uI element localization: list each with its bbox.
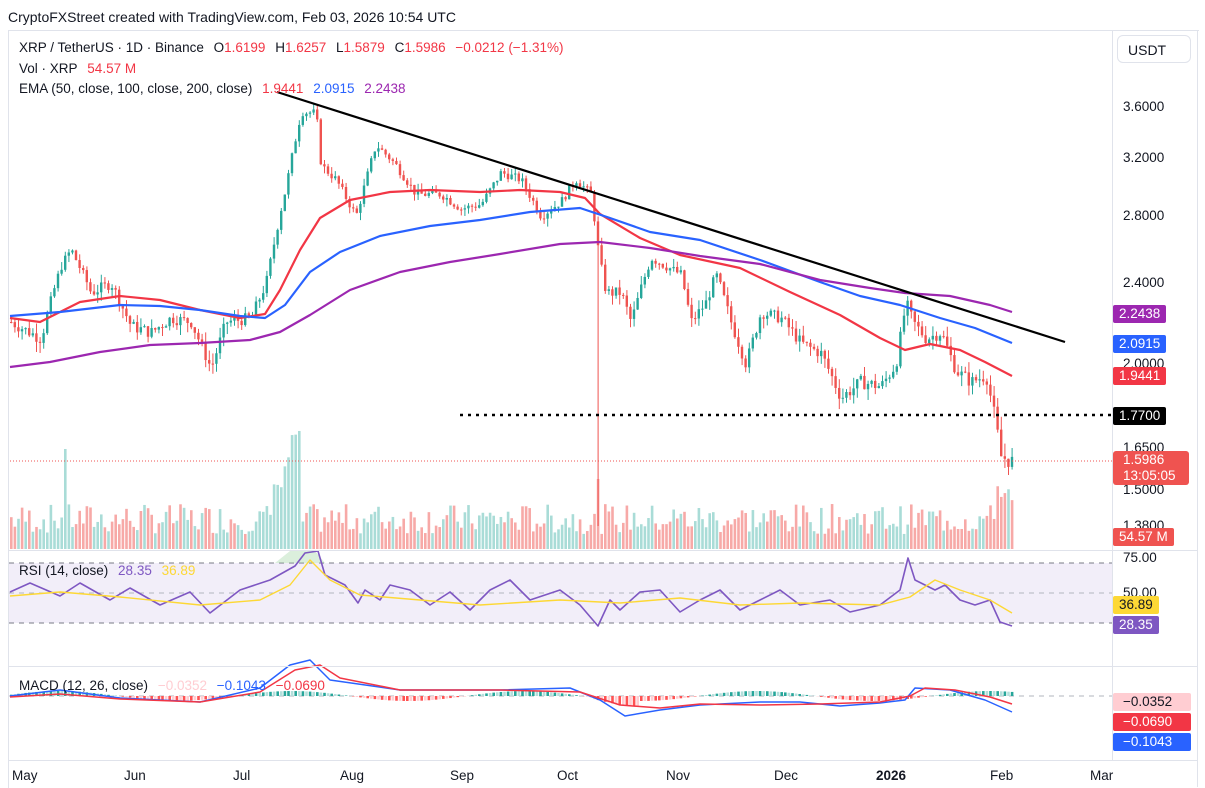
- ema50-value: 1.9441: [262, 81, 303, 96]
- time-label: Jul: [233, 768, 250, 783]
- rsi-badge: 28.35: [1113, 616, 1159, 634]
- macd-line-badge: −0.1043: [1113, 733, 1191, 751]
- macd-label: MACD (12, 26, close): [19, 678, 148, 693]
- pane-separator[interactable]: [8, 550, 1198, 551]
- bar-countdown: 13:05:05: [1123, 468, 1183, 484]
- rsi-legend: RSI (14, close) 28.35 36.89: [19, 563, 201, 578]
- ema100-value: 2.0915: [313, 81, 354, 96]
- ohlc-close: C1.5986: [395, 40, 446, 55]
- ema100-badge: 2.0915: [1113, 335, 1166, 353]
- symbol-label: XRP / TetherUS · 1D · Binance: [19, 40, 204, 55]
- support-badge: 1.7700: [1113, 407, 1166, 425]
- right-border: [1197, 30, 1198, 787]
- ema50-badge: 1.9441: [1113, 367, 1166, 385]
- last-price-badge: 1.5986 13:05:05: [1113, 451, 1189, 485]
- ema-label: EMA (50, close, 100, close, 200, close): [19, 81, 252, 96]
- ema200-value: 2.2438: [364, 81, 405, 96]
- time-label: Jun: [124, 768, 146, 783]
- time-axis-border: [8, 760, 1198, 761]
- price-tick: 2.4000: [1123, 275, 1164, 290]
- time-label: Dec: [774, 768, 798, 783]
- volume-label: Vol · XRP: [19, 61, 78, 76]
- price-axis-border: [1112, 30, 1113, 760]
- price-change: −0.0212 (−1.31%): [455, 40, 563, 55]
- volume-value: 54.57 M: [87, 61, 136, 76]
- macd-legend: MACD (12, 26, close) −0.0352 −0.1043 −0.…: [19, 678, 331, 693]
- time-label: Sep: [450, 768, 474, 783]
- time-label: Oct: [557, 768, 578, 783]
- time-label: Mar: [1090, 768, 1113, 783]
- price-tick: 2.8000: [1123, 208, 1164, 223]
- ema-legend: EMA (50, close, 100, close, 200, close) …: [19, 81, 412, 96]
- macd-signal-badge: −0.0690: [1113, 713, 1191, 731]
- ema200-badge: 2.2438: [1113, 305, 1166, 323]
- symbol-legend: XRP / TetherUS · 1D · Binance O1.6199 H1…: [19, 40, 569, 55]
- macd-hist-badge: −0.0352: [1113, 693, 1191, 711]
- last-price: 1.5986: [1123, 452, 1183, 468]
- time-label: Nov: [666, 768, 690, 783]
- macd-line-value: −0.1043: [217, 678, 266, 693]
- volume-legend: Vol · XRP 54.57 M: [19, 61, 142, 76]
- volume-badge: 54.57 M: [1113, 528, 1174, 546]
- time-label-year: 2026: [876, 768, 906, 783]
- time-label: Feb: [990, 768, 1013, 783]
- ohlc-low: L1.5879: [336, 40, 385, 55]
- currency-selector[interactable]: USDT: [1117, 35, 1191, 63]
- pane-separator[interactable]: [8, 666, 1198, 667]
- macd-hist-value: −0.0352: [158, 678, 207, 693]
- time-label: Aug: [340, 768, 364, 783]
- price-tick: 3.2000: [1123, 150, 1164, 165]
- rsi-label: RSI (14, close): [19, 563, 108, 578]
- time-label: May: [12, 768, 38, 783]
- ohlc-open: O1.6199: [214, 40, 266, 55]
- macd-signal-value: −0.0690: [276, 678, 325, 693]
- rsi-value: 28.35: [118, 563, 152, 578]
- rsi-tick: 75.00: [1123, 550, 1157, 565]
- rsi-ma-badge: 36.89: [1113, 596, 1159, 614]
- price-tick: 3.6000: [1123, 99, 1164, 114]
- ohlc-high: H1.6257: [275, 40, 326, 55]
- rsi-ma-value: 36.89: [162, 563, 196, 578]
